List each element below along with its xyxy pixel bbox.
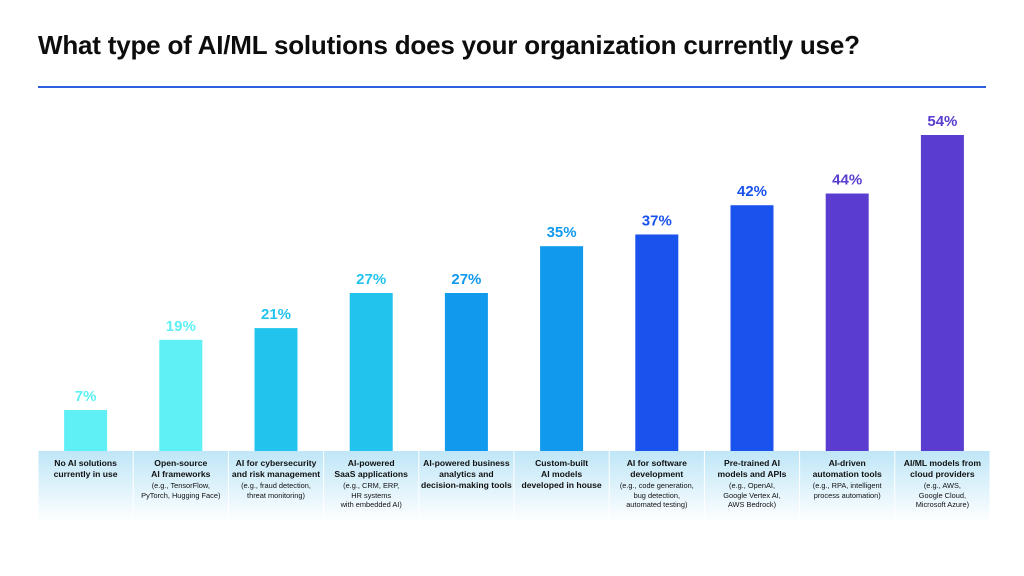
category-label-example: (e.g., RPA, intelligent process automati… <box>812 481 882 500</box>
category-label-title: AI-powered SaaS applications <box>334 458 408 479</box>
bar-value-label: 7% <box>75 388 97 405</box>
bar <box>920 135 964 451</box>
category-label-band <box>419 451 514 523</box>
category-label-title: Open-source AI frameworks <box>151 458 211 479</box>
category-label-band <box>895 451 990 523</box>
category-label-example: (e.g., fraud detection, threat monitorin… <box>241 481 311 500</box>
category-label: AI-powered SaaS applications (e.g., CRM, … <box>324 458 418 510</box>
category-label: AI-powered business analytics and decisi… <box>419 458 513 491</box>
category-label-title: AI for software development <box>626 458 687 479</box>
bar <box>540 246 584 451</box>
category-label-band <box>514 451 609 523</box>
bar-value-label: 54% <box>927 113 957 130</box>
bar <box>64 410 108 451</box>
category-label: Custom-built AI models developed in hous… <box>515 458 609 491</box>
category-label-title: AI-powered business analytics and decisi… <box>421 458 512 490</box>
category-label-band <box>324 451 419 523</box>
bar-value-label: 21% <box>261 306 291 323</box>
category-label-example: (e.g., AWS, Google Cloud, Microsoft Azur… <box>915 481 970 510</box>
category-label-example: (e.g., code generation, bug detection, a… <box>619 481 694 510</box>
bar <box>254 328 298 451</box>
category-label-title: AI-driven automation tools <box>812 458 882 479</box>
category-label-title: No AI solutions currently in use <box>53 458 118 479</box>
bar <box>349 293 393 451</box>
category-label: No AI solutions currently in use <box>39 458 133 480</box>
category-label-example: (e.g., OpenAI, Google Vertex AI, AWS Bed… <box>723 481 781 510</box>
title-divider <box>38 86 986 88</box>
bar-value-label: 44% <box>832 172 862 189</box>
bar <box>635 234 679 451</box>
category-label: Pre-trained AI models and APIs (e.g., Ope… <box>705 458 799 510</box>
bar-value-label: 27% <box>356 271 386 288</box>
bar-value-label: 27% <box>451 271 481 288</box>
category-label-title: Pre-trained AI models and APIs <box>717 458 787 479</box>
category-label: AI for software development (e.g., code g… <box>610 458 704 510</box>
category-label-title: AI/ML models from cloud providers <box>903 458 981 479</box>
category-label: AI-driven automation tools (e.g., RPA, in… <box>800 458 894 500</box>
bar-value-label: 37% <box>642 212 672 229</box>
chart-title: What type of AI/ML solutions does your o… <box>38 30 860 60</box>
category-label-title: AI for cybersecurity and risk management <box>231 458 321 479</box>
category-label-example: (e.g., TensorFlow, PyTorch, Hugging Face… <box>141 481 221 500</box>
category-label-title: Custom-built AI models developed in hous… <box>521 458 602 490</box>
bar <box>159 339 203 451</box>
category-label-band <box>800 451 895 523</box>
bar-value-label: 35% <box>547 224 577 241</box>
category-label-example: (e.g., CRM, ERP, HR systems with embedde… <box>340 481 402 510</box>
bar-value-label: 19% <box>166 318 196 335</box>
category-label: Open-source AI frameworks (e.g., TensorFl… <box>134 458 228 500</box>
bar <box>444 293 488 451</box>
category-label: AI/ML models from cloud providers (e.g., … <box>895 458 989 510</box>
category-label-band <box>704 451 800 523</box>
bar-value-label: 42% <box>737 183 767 200</box>
bar <box>730 205 774 451</box>
category-label: AI for cybersecurity and risk management… <box>229 458 323 500</box>
bar <box>825 193 869 451</box>
category-label-band <box>38 451 133 523</box>
category-label-band <box>228 451 324 523</box>
category-label-band <box>609 451 704 523</box>
category-label-band <box>133 451 228 523</box>
